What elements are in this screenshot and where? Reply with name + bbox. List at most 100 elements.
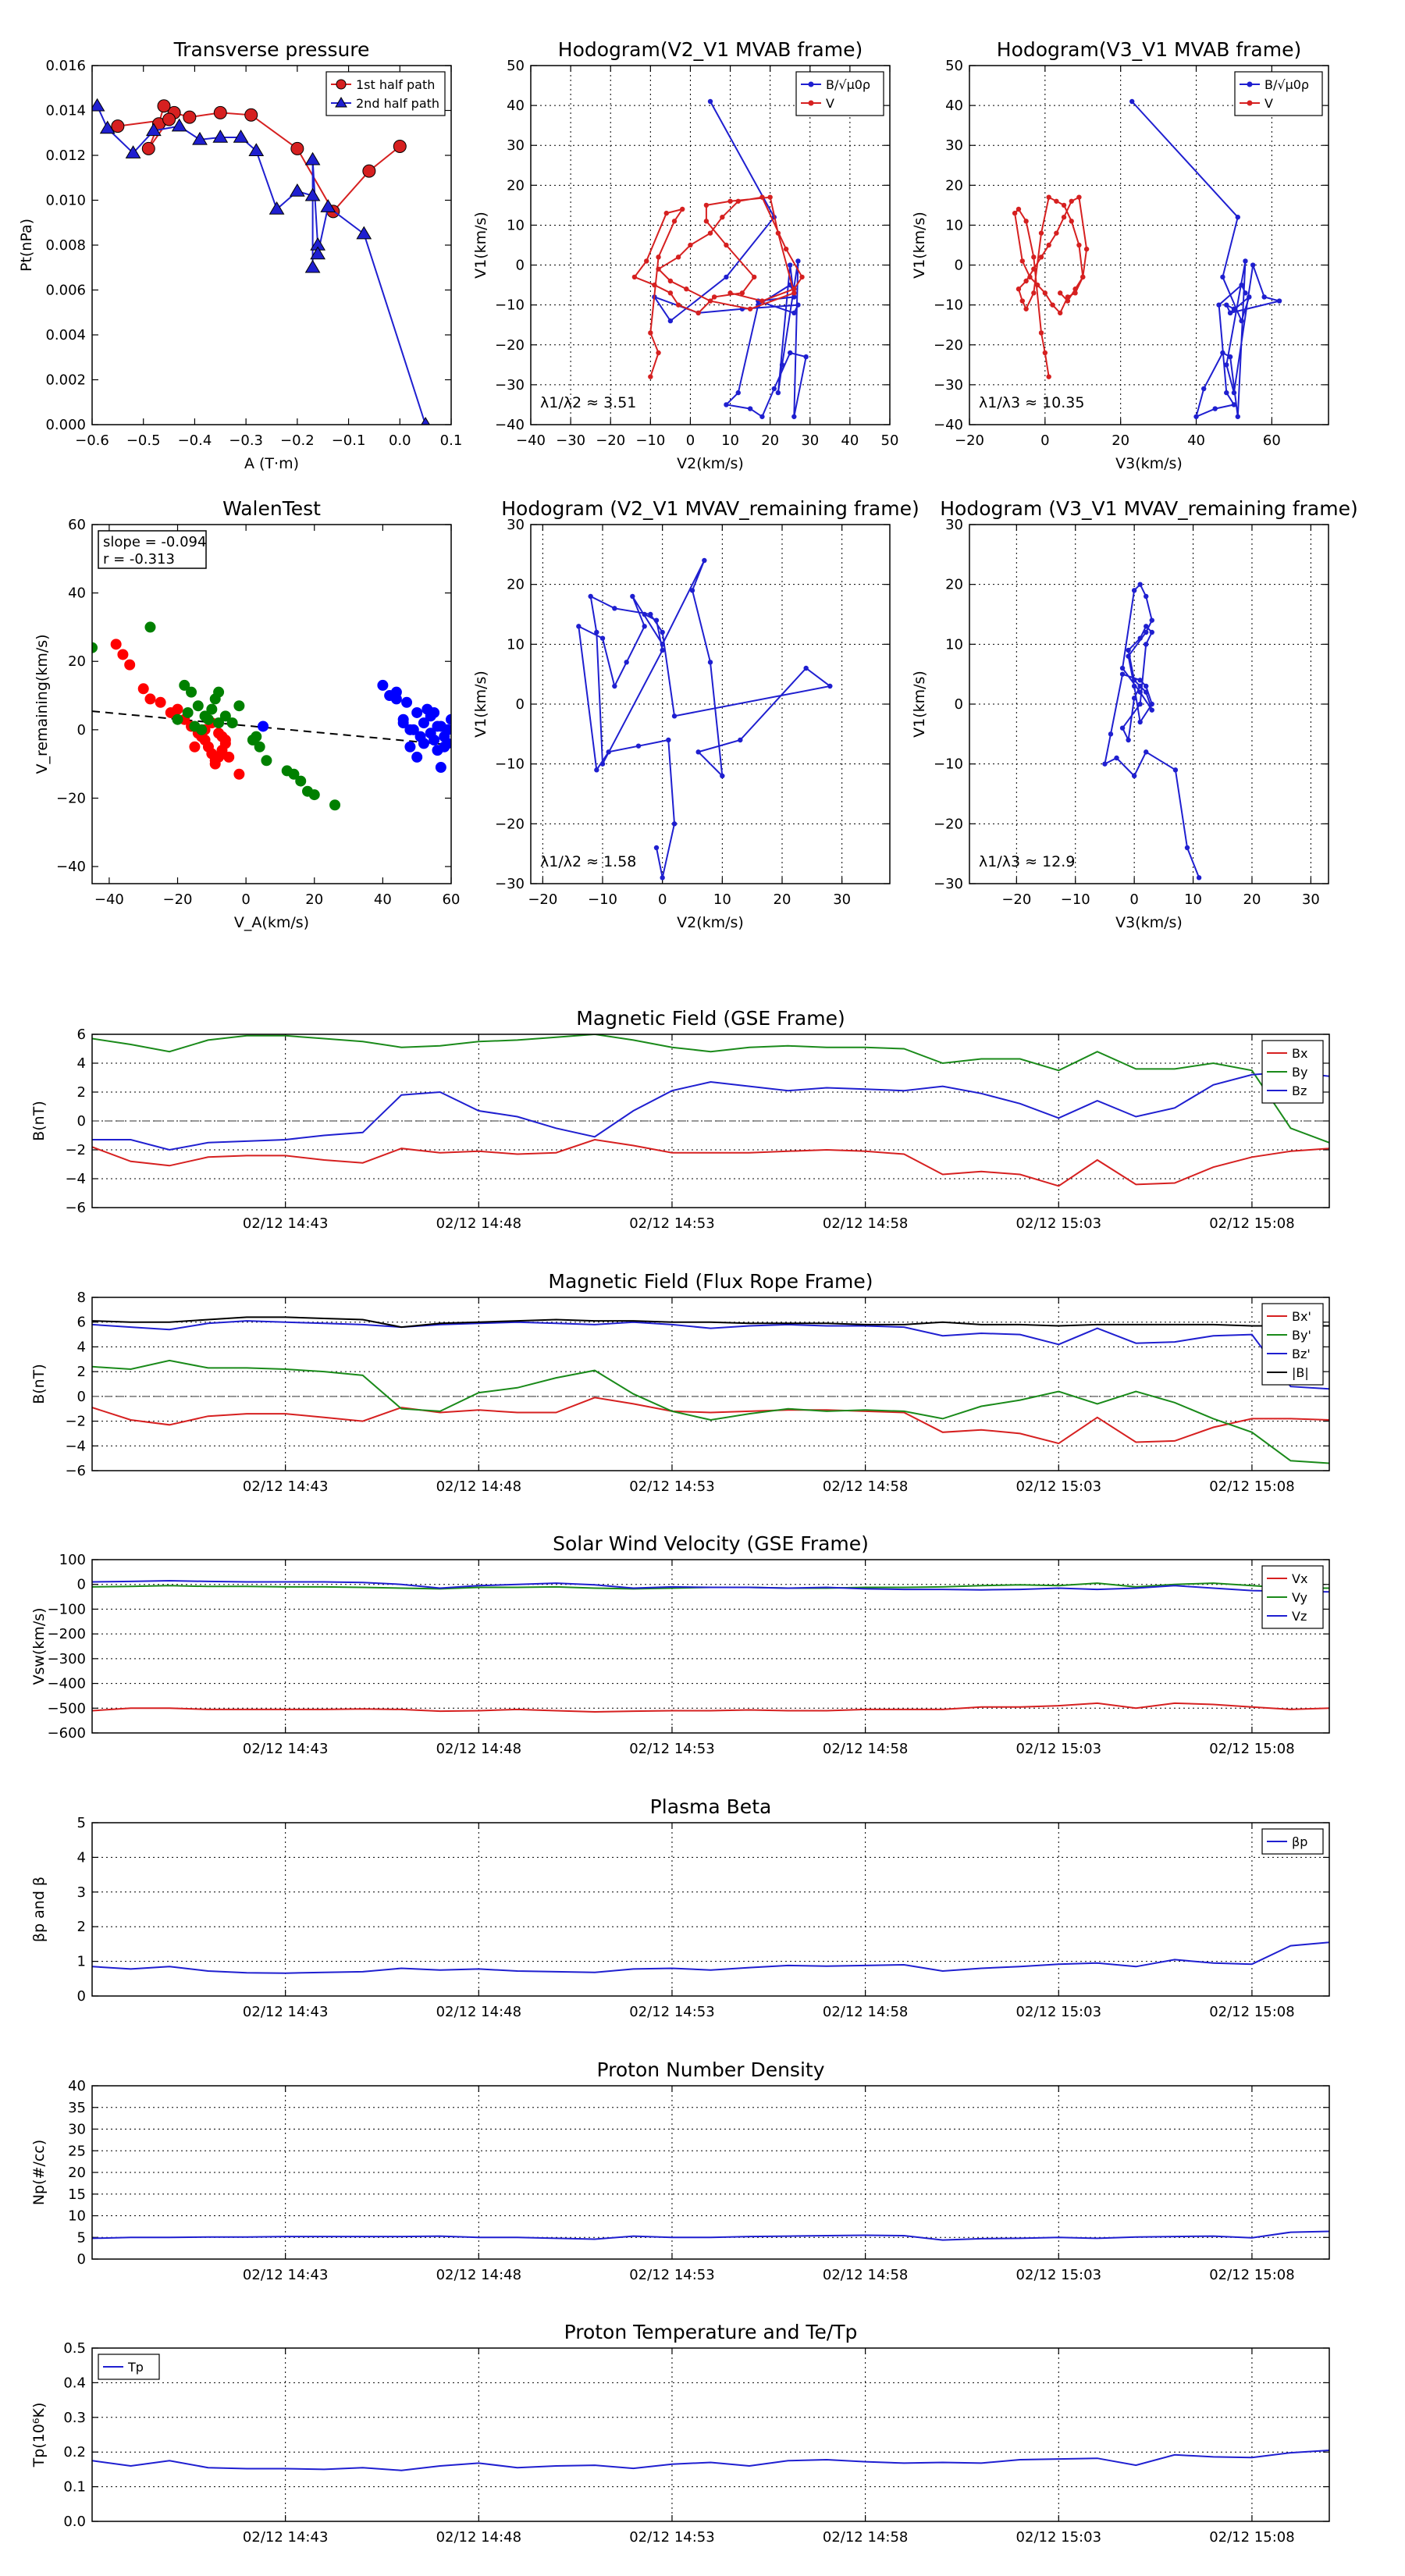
x-tick-label: 02/12 15:08 [1209,1478,1294,1495]
data-point [144,693,156,705]
series-line-bz [92,1071,1329,1151]
data-point [1144,749,1149,755]
data-point [304,259,321,273]
data-point [1058,290,1063,296]
y-tick-label: −100 [48,1601,86,1617]
y-tick-label: 0.004 [45,327,86,343]
chart-title: Magnetic Field (GSE Frame) [576,1007,845,1030]
y-tick-label: 0.002 [45,372,86,389]
x-tick-label: −0.5 [126,432,161,449]
plot-frame [91,524,452,884]
legend-label: 1st half path [356,77,435,92]
data-point [1061,202,1067,208]
data-point [1231,390,1237,396]
data-point [1144,642,1149,647]
legend-label: V [826,96,834,111]
data-point [688,242,693,248]
plot-area [576,557,833,881]
legend-marker [336,79,347,90]
data-point [795,258,801,264]
y-tick-label: −300 [48,1651,86,1667]
x-tick-label: 02/12 14:43 [243,2004,328,2020]
data-point [1076,194,1082,200]
panel-walen: WalenTest −40 −20 0 20 40 60 −40 −20 0 20 40 60 V_A(k… [34,497,460,931]
y-tick-label: −20 [495,337,525,354]
data-point [747,406,753,411]
data-point [110,639,122,650]
plot-area [92,621,451,811]
x-tick-label: 40 [1187,432,1205,449]
y-tick-label: 0.2 [63,2444,86,2460]
data-point [660,642,665,647]
y-tick-label: −6 [65,1463,86,1479]
y-tick-label: 0 [77,1389,86,1405]
data-point [1137,635,1143,641]
data-point [407,724,419,735]
x-tick-label: 02/12 14:43 [243,2529,328,2546]
fit-line [92,710,451,746]
eigenvalue-ratio-label: λ1/λ2 ≈ 3.51 [540,394,636,411]
data-point [1016,286,1022,292]
legend-marker [808,100,814,106]
x-tick-label: −20 [163,891,193,908]
data-point [418,717,429,729]
panel-bgse: Magnetic Field (GSE Frame) 02/12 14:43 02/… [30,1007,1330,1232]
data-point [1137,683,1143,689]
data-point [1224,302,1229,308]
data-point [675,302,681,308]
data-point [186,686,197,698]
data-point [92,642,98,653]
data-point [1137,689,1143,695]
data-point [631,274,638,280]
data-point [390,686,402,698]
x-tick-label: 02/12 14:58 [823,2004,908,2020]
data-point [206,703,218,715]
eigenvalue-ratio-label: λ1/λ3 ≈ 10.35 [979,394,1084,411]
data-point [791,310,797,316]
series-line-s0 [92,2230,1329,2241]
panel-hodo1: Hodogram(V2_V1 MVAB frame) −40 −30 −20 −10 0 1… [472,38,898,472]
data-point [1250,262,1256,268]
x-axis-label: A (T·m) [244,455,299,472]
plot-frame [91,1034,1330,1208]
data-point [667,290,674,296]
y-tick-label: 30 [507,517,525,533]
data-point [724,274,729,280]
y-axis-label: B(nT) [30,1101,48,1141]
x-tick-label: 02/12 15:03 [1016,2529,1101,2546]
data-point [1061,215,1067,220]
data-point [401,696,413,708]
chart-title: Proton Number Density [597,2058,825,2081]
data-point [251,731,262,742]
y-tick-label: −20 [495,816,525,832]
x-tick-label: 02/12 14:58 [823,1215,908,1232]
data-point [1119,725,1126,731]
y-axis-label: βp and β [30,1877,48,1942]
data-point [377,679,389,691]
data-point [414,731,426,742]
data-point [594,767,599,773]
data-point [1119,671,1126,677]
x-tick-label: 30 [801,432,819,449]
data-point [1038,330,1044,336]
data-point [1193,414,1199,419]
y-tick-label: 0.014 [45,103,86,119]
data-point [223,751,235,763]
y-tick-label: 60 [68,517,86,533]
panel-bfr: Magnetic Field (Flux Rope Frame) 02/12 14… [30,1270,1330,1495]
y-tick-label: 4 [77,1055,86,1072]
data-point [656,266,661,272]
data-point [192,131,208,145]
x-tick-label: 02/12 14:53 [629,1741,714,1757]
plot-area [92,1579,1329,1713]
y-tick-label: 0 [77,1113,86,1130]
x-tick-label: −40 [94,891,124,908]
data-point [393,140,407,153]
series-line--p [92,1941,1329,1974]
eigenvalue-ratio-label: λ1/λ2 ≈ 1.58 [540,853,636,870]
data-point [1042,290,1048,296]
y-tick-label: 6 [77,1315,86,1331]
x-axis-label: V3(km/s) [1115,455,1183,472]
y-axis-label: V1(km/s) [472,212,489,279]
data-point [695,310,701,316]
